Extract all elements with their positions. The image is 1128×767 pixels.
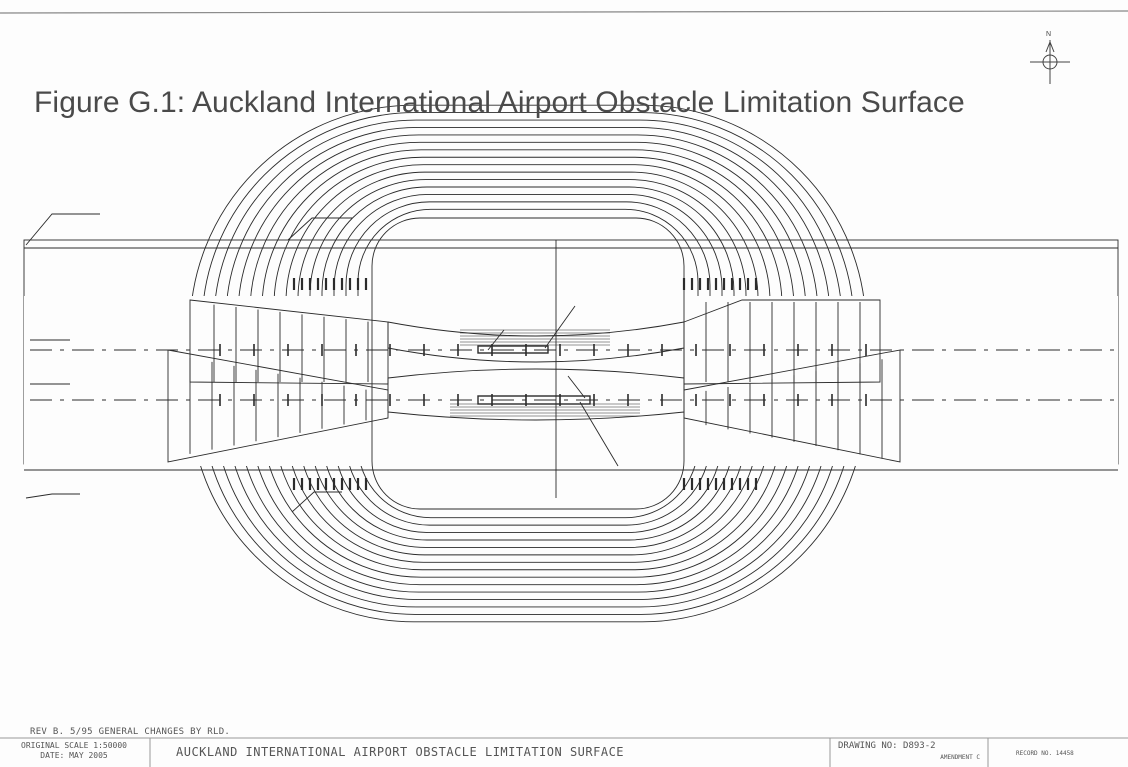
leader-sw — [25, 493, 80, 499]
conical-surface-rings — [24, 104, 1118, 623]
runway-north — [477, 345, 549, 354]
leader-point-3 — [567, 375, 586, 399]
revision-note: REV B. 5/95 GENERAL CHANGES BY RLD. — [30, 727, 231, 737]
surface-section-ticks — [189, 278, 883, 490]
title-block-scale: ORIGINAL SCALE 1:50000 DATE: MAY 2005 — [4, 741, 144, 761]
strip-band-background — [24, 296, 1118, 466]
leader-nw — [25, 213, 100, 246]
title-block-drawing-number: DRAWING NO: D893-2 AMENDMENT C — [838, 741, 980, 763]
leader-point-2 — [487, 329, 505, 351]
north-arrow-icon — [1030, 40, 1070, 84]
approach-surface-east-upper — [683, 299, 881, 385]
runway-strip-south — [387, 368, 685, 421]
figure-title: Figure G.1: Auckland International Airpo… — [34, 86, 965, 119]
airport-plan — [23, 104, 1119, 623]
compass-north-label: N — [1046, 31, 1051, 38]
drawing-number: DRAWING NO: D893-2 — [838, 741, 936, 751]
title-block-frame — [0, 737, 1128, 767]
title-block-drawing-title: AUCKLAND INTERNATIONAL AIRPORT OBSTACLE … — [176, 745, 625, 759]
leader-ring-sw — [291, 491, 342, 513]
leader-ring-nw — [287, 217, 352, 241]
scale-text: ORIGINAL SCALE 1:50000 — [21, 741, 127, 750]
approach-surface-west-lower — [167, 349, 389, 463]
title-block-record-number: RECORD NO. 14458 — [1016, 750, 1074, 757]
amendment: AMENDMENT C — [940, 754, 980, 761]
leader-se — [579, 401, 619, 467]
sheet-top-border — [0, 10, 1128, 14]
leader-point-1 — [544, 305, 576, 349]
date-text: DATE: MAY 2005 — [40, 751, 108, 760]
runway-strip-north — [387, 321, 685, 363]
